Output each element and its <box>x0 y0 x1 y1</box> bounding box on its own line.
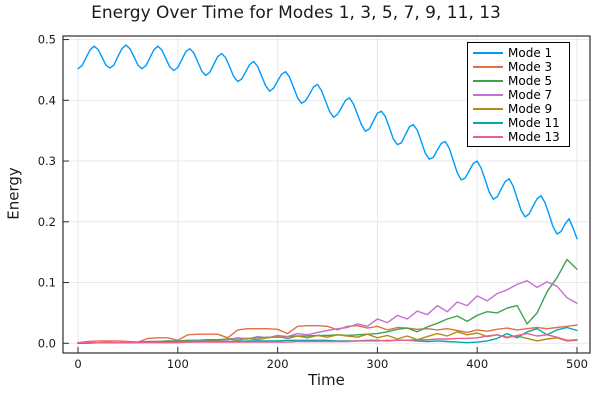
x-tick-label: 0 <box>74 357 81 371</box>
legend-line-swatch-mode-13 <box>473 136 503 138</box>
x-tick-label: 400 <box>466 357 488 371</box>
y-axis-label: Energy <box>4 167 23 220</box>
series-line-mode-13 <box>77 332 578 344</box>
x-axis-label: Time <box>308 371 345 389</box>
legend-label-mode-3: Mode 3 <box>508 60 553 74</box>
legend-line-swatch-mode-3 <box>473 66 503 68</box>
legend-item-mode-3: Mode 3 <box>468 60 569 74</box>
y-tick-label: 0.2 <box>38 215 56 229</box>
legend-item-mode-5: Mode 5 <box>468 74 569 88</box>
series-line-mode-7 <box>77 280 578 344</box>
series-line-mode-1 <box>77 44 578 240</box>
legend-label-mode-9: Mode 9 <box>508 102 553 116</box>
legend-line-swatch-mode-1 <box>473 52 503 54</box>
legend-item-mode-1: Mode 1 <box>468 46 569 60</box>
x-tick-label: 500 <box>566 357 588 371</box>
legend-label-mode-13: Mode 13 <box>508 130 560 144</box>
legend-item-mode-7: Mode 7 <box>468 88 569 102</box>
legend-line-swatch-mode-11 <box>473 122 503 124</box>
legend-label-mode-5: Mode 5 <box>508 74 553 88</box>
legend-label-mode-1: Mode 1 <box>508 46 553 60</box>
y-tick-label: 0.1 <box>38 276 56 290</box>
legend-line-swatch-mode-9 <box>473 108 503 110</box>
x-tick-label: 200 <box>267 357 289 371</box>
x-tick-label: 100 <box>167 357 189 371</box>
x-tick-label: 300 <box>366 357 388 371</box>
legend-line-swatch-mode-5 <box>473 80 503 82</box>
legend-item-mode-9: Mode 9 <box>468 102 569 116</box>
y-tick-label: 0.4 <box>38 93 56 107</box>
legend-item-mode-11: Mode 11 <box>468 116 569 130</box>
legend-line-swatch-mode-7 <box>473 94 503 96</box>
legend-label-mode-11: Mode 11 <box>508 116 560 130</box>
series-line-mode-3 <box>77 324 578 344</box>
chart-title: Energy Over Time for Modes 1, 3, 5, 7, 9… <box>91 3 501 23</box>
y-tick-label: 0.3 <box>38 154 56 168</box>
legend: Mode 1 Mode 3 Mode 5 Mode 7 Mode 9 Mode 11 Mod… <box>467 42 570 147</box>
axis-frame <box>62 35 591 354</box>
y-tick-label: 0.5 <box>38 33 56 47</box>
y-tick-label: 0.0 <box>38 336 56 350</box>
legend-label-mode-7: Mode 7 <box>508 88 553 102</box>
legend-item-mode-13: Mode 13 <box>468 130 569 144</box>
